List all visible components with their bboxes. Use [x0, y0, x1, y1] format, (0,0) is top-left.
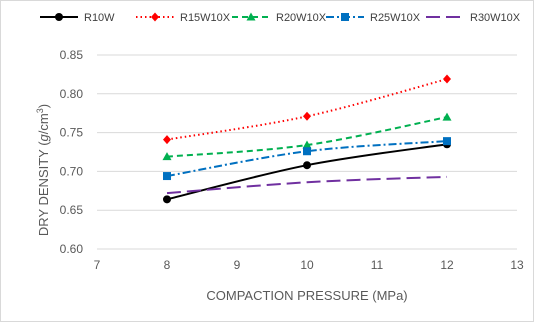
data-point — [443, 74, 451, 84]
series-r30w10x — [166, 175, 448, 195]
series-r20w10x — [162, 112, 452, 161]
data-point — [303, 147, 311, 156]
data-point — [163, 195, 171, 204]
legend-label: R15W10X — [180, 12, 231, 24]
y-tick-label: 0.85 — [60, 48, 84, 62]
data-point — [163, 135, 171, 145]
series-line — [166, 175, 448, 195]
data-point — [303, 111, 311, 121]
data-point — [341, 13, 349, 21]
y-axis-ticks: 0.60 0.65 0.70 0.75 0.80 0.85 — [60, 48, 84, 256]
x-axis-ticks: 7 8 9 10 11 12 13 — [94, 258, 524, 272]
y-tick-label: 0.75 — [60, 126, 84, 140]
x-tick-label: 7 — [94, 258, 101, 272]
legend-item-r15w10x: R15W10X — [136, 12, 231, 24]
legend-label: R25W10X — [370, 12, 421, 24]
data-point — [151, 12, 159, 22]
data-point — [55, 13, 63, 21]
x-tick-label: 12 — [440, 258, 454, 272]
x-tick-label: 9 — [234, 258, 241, 272]
y-tick-label: 0.80 — [60, 87, 84, 101]
data-point — [162, 152, 172, 161]
legend: R10W R15W10X R20W10X R25W10X R30W10X — [40, 12, 521, 24]
x-tick-label: 8 — [164, 258, 171, 272]
data-point — [246, 12, 256, 21]
legend-label: R10W — [84, 12, 115, 24]
legend-item-r20w10x: R20W10X — [232, 12, 327, 24]
data-point — [443, 137, 451, 146]
legend-item-r10w: R10W — [40, 12, 115, 24]
y-axis-title: DRY DENSITY (g/cm3) — [35, 104, 51, 236]
data-point — [442, 112, 452, 121]
series-layer — [162, 74, 452, 204]
legend-label: R30W10X — [470, 12, 521, 24]
y-tick-label: 0.60 — [60, 242, 84, 256]
gridlines — [97, 54, 517, 250]
y-tick-label: 0.70 — [60, 164, 84, 178]
x-axis-title: COMPACTION PRESSURE (MPa) — [206, 288, 407, 303]
data-point — [163, 172, 171, 181]
legend-item-r30w10x: R30W10X — [426, 12, 521, 24]
x-tick-label: 11 — [371, 258, 384, 272]
data-point — [303, 161, 311, 170]
x-tick-label: 10 — [300, 258, 314, 272]
series-r15w10x — [163, 74, 451, 145]
legend-item-r25w10x: R25W10X — [326, 12, 421, 24]
legend-label: R20W10X — [276, 12, 327, 24]
series-line — [166, 140, 448, 178]
series-r25w10x — [163, 137, 451, 181]
data-point — [302, 140, 312, 149]
y-tick-label: 0.65 — [60, 203, 84, 217]
x-tick-label: 13 — [510, 258, 524, 272]
